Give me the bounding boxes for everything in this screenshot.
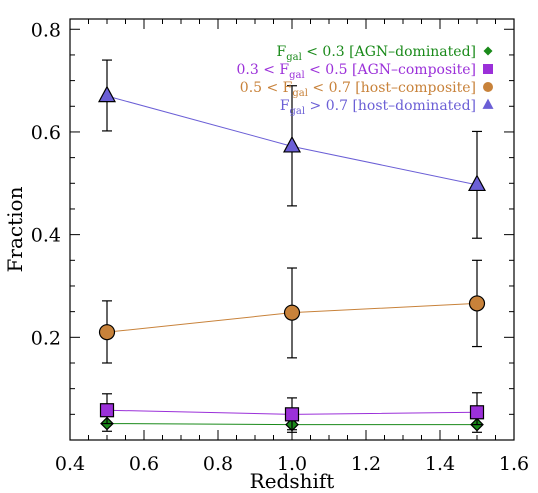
data-point-agn_composite	[469, 405, 485, 420]
y-tick-label: 0.8	[31, 19, 61, 41]
legend-entry-host_dominated: Fgal > 0.7 [host–dominated]	[280, 98, 494, 117]
data-point-agn_composite	[284, 407, 300, 422]
legend-entry-agn_composite: 0.3 < Fgal < 0.5 [AGN–composite]	[237, 62, 493, 81]
x-tick-label: 1.6	[499, 453, 529, 475]
series-host_dominated	[97, 59, 487, 239]
x-tick-label: 1.4	[425, 453, 455, 475]
x-tick-label: 0.6	[129, 453, 159, 475]
y-tick-label: 0.6	[31, 122, 61, 144]
legend-label-agn_dominated: Fgal < 0.3 [AGN–dominated]	[277, 44, 476, 63]
legend-marker-agn_composite	[483, 64, 493, 74]
data-point-agn_composite	[99, 403, 115, 418]
x-axis-title: Redshift	[250, 469, 335, 493]
legend-label-agn_composite: 0.3 < Fgal < 0.5 [AGN–composite]	[237, 62, 477, 81]
legend-marker-host_composite	[483, 82, 493, 92]
x-tick-label: 0.8	[203, 453, 233, 475]
data-point-host_composite	[98, 324, 116, 341]
legend-entry-agn_dominated: Fgal < 0.3 [AGN–dominated]	[277, 44, 493, 63]
data-point-host_composite	[283, 304, 301, 321]
legend-entry-host_composite: 0.5 < Fgal < 0.7 [host–composite]	[240, 80, 493, 99]
data-point-host_dominated	[467, 174, 487, 192]
plot-area	[97, 59, 487, 433]
series-agn_composite	[99, 392, 485, 431]
legend: Fgal < 0.3 [AGN–dominated]0.3 < Fgal < 0…	[237, 44, 494, 117]
data-point-host_dominated	[97, 85, 117, 103]
legend-marker-host_dominated	[482, 98, 494, 109]
x-tick-label: 1.2	[351, 453, 381, 475]
legend-marker-agn_dominated	[483, 46, 493, 56]
series-host_composite	[98, 259, 486, 364]
data-point-host_dominated	[282, 135, 302, 153]
y-tick-label: 0.4	[31, 225, 61, 247]
axis-ticks	[69, 19, 515, 440]
y-tick-label: 0.2	[31, 327, 61, 349]
axis-tick-labels: 0.4 0.6 0.8 1.0 1.2 1.4 1.6 0.2 0.4 0.6 0.8	[31, 19, 529, 475]
legend-label-host_composite: 0.5 < Fgal < 0.7 [host–composite]	[240, 80, 476, 99]
x-tick-label: 1.0	[277, 453, 307, 475]
y-axis-title: Fraction	[3, 186, 27, 272]
x-tick-label: 0.4	[55, 453, 85, 475]
data-point-host_composite	[468, 295, 486, 312]
legend-label-host_dominated: Fgal > 0.7 [host–dominated]	[280, 98, 476, 117]
